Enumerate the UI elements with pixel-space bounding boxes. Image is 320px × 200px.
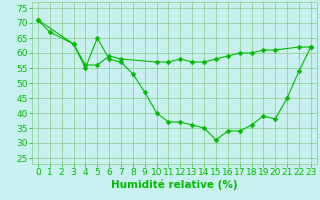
X-axis label: Humidité relative (%): Humidité relative (%)	[111, 180, 238, 190]
